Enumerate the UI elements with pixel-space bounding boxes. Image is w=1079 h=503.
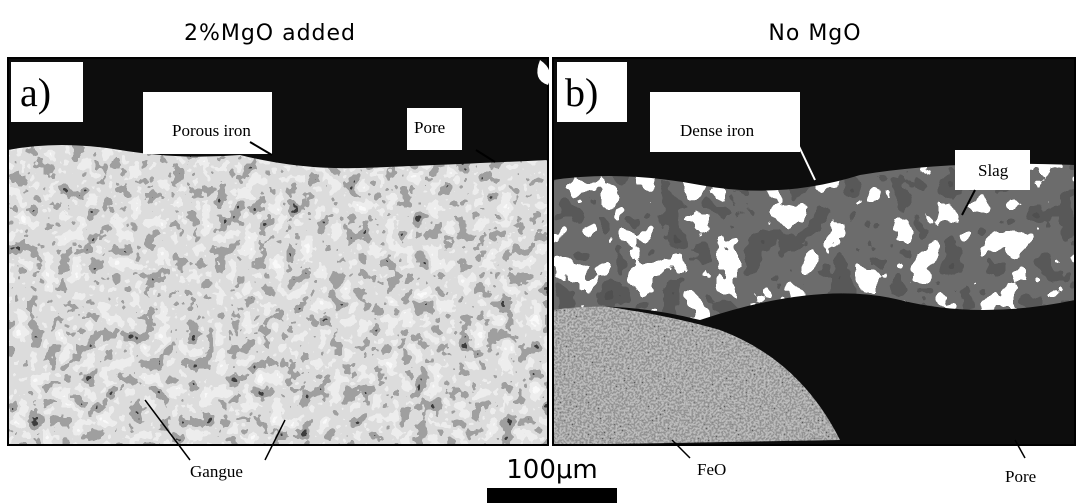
- annotation: Gangue: [190, 462, 243, 481]
- annotation: Dense iron: [680, 121, 755, 140]
- scale-bar-label: 100μm: [506, 455, 598, 485]
- panel-title: 2%MgO added: [184, 21, 356, 46]
- annotation: Pore: [1005, 467, 1036, 486]
- scale-bar: [487, 488, 617, 503]
- annotation: FeO: [697, 460, 726, 479]
- annotation: Porous iron: [172, 121, 251, 140]
- micrograph-a: [8, 58, 548, 445]
- panel-label: a): [20, 70, 51, 115]
- annotation: Slag: [978, 161, 1009, 180]
- panel-label: b): [565, 70, 598, 115]
- panel-title: No MgO: [768, 21, 861, 46]
- annotation: Pore: [414, 118, 445, 137]
- figure: 2%MgO added No MgO a) Porous iron Pore b…: [0, 0, 1079, 503]
